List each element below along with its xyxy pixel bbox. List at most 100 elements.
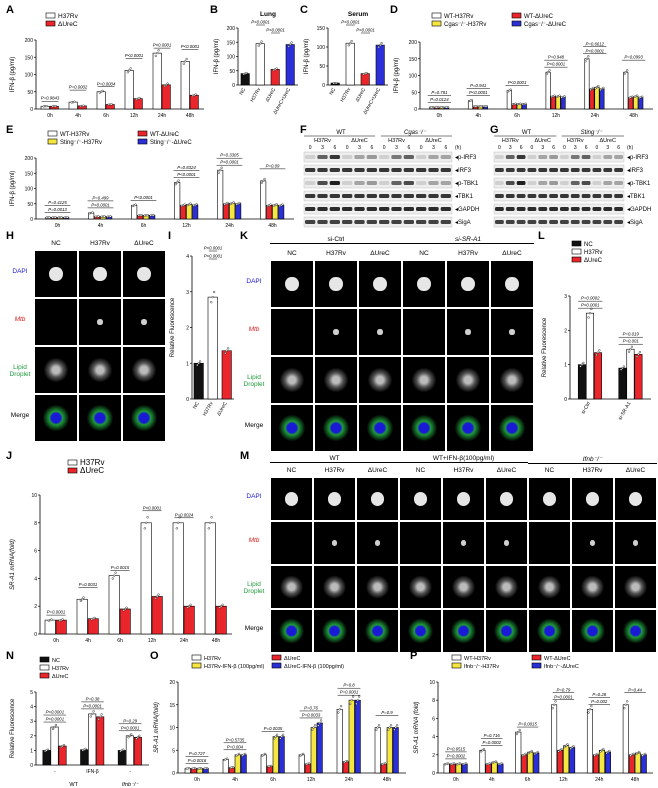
bar-si-SR-A1-NC (618, 367, 627, 400)
p-value-label: P=0.0004 (97, 81, 116, 86)
blot-time-label: 6 (333, 145, 336, 151)
data-point (130, 733, 133, 736)
bar-4h-ΔUreC (87, 618, 99, 635)
blot-band (495, 220, 504, 224)
micro-image-merge (403, 405, 445, 451)
micro-signal (280, 367, 304, 393)
y-tick-label: 4 (186, 254, 189, 260)
legend-swatch (67, 459, 78, 466)
x-tick-label: H37Rv (249, 87, 262, 104)
bar-6h-WT-H37Rv (506, 90, 512, 110)
data-point (210, 516, 213, 519)
data-point (311, 728, 314, 731)
blot-band (317, 181, 328, 185)
micro-image-lipid-droplet (486, 566, 527, 608)
blot-group-label: WT (522, 130, 532, 136)
micro-image-lipid-droplet (400, 566, 441, 608)
blot-band (614, 155, 623, 159)
bar-6h-H37Rv (108, 575, 120, 635)
bar-24h-Sting⁻/⁻-H37Rv (229, 202, 236, 220)
p-value-label: P=0.716 (484, 733, 501, 738)
bar-6h-Ifnb⁻/⁻-H37Rv (527, 751, 534, 774)
legend-swatch (45, 12, 56, 19)
data-point (517, 730, 520, 734)
blot-time-label: 0 (498, 145, 501, 151)
bar-48h-WT-H37Rv (623, 71, 629, 110)
blot-time-label: 6 (552, 145, 555, 151)
data-point (356, 699, 359, 702)
data-point (99, 715, 102, 718)
y-tick-label: 2 (34, 604, 37, 610)
x-tick-label: - (54, 769, 56, 775)
bar-48h-H37Rv-IFN-β (100pg/ml) (386, 727, 393, 774)
micro-group-label: si-Ctrl (270, 236, 402, 244)
x-tick-label: si-Ctrl (580, 401, 592, 415)
blot-band (440, 181, 451, 185)
micro-signal (499, 414, 525, 442)
micro-image-dapi (79, 251, 121, 297)
p-value-label: P=0.09 (266, 163, 280, 168)
bar-H37Rv-value (207, 296, 218, 400)
blot-band (403, 207, 414, 211)
data-point (518, 728, 521, 732)
x-tick-label: 24h (158, 113, 167, 119)
data-point (596, 351, 600, 354)
data-point (626, 69, 629, 72)
data-point (226, 201, 229, 205)
legend-label: ΔUreC (80, 466, 104, 475)
data-point (623, 707, 626, 710)
x-tick-label: 48h (186, 113, 195, 119)
micro-signal (132, 357, 156, 383)
legend-label: Cgas⁻/⁻-ΔUreC (524, 22, 567, 28)
micro-row-label: DAPI (246, 278, 262, 285)
blot-band-label: ◂GAPDH (627, 207, 651, 213)
x-tick-label: 24h (180, 638, 189, 644)
blot-band (403, 220, 414, 224)
blot-band-label: ◂TBK1 (455, 194, 474, 200)
micro-column-label: H37Rv (90, 240, 110, 247)
chart-title: Lung (260, 11, 276, 18)
y-tick-label: 50 (27, 90, 33, 96)
blot-band (428, 194, 439, 198)
blot-band (305, 220, 316, 224)
data-point (186, 606, 189, 609)
bar-12h-Sting⁻/⁻-ΔUreC (192, 204, 199, 220)
data-point (350, 40, 353, 43)
data-point (219, 169, 222, 172)
blot-band (329, 168, 340, 172)
data-point (446, 762, 450, 765)
data-point (587, 711, 590, 714)
x-tick-label: H37Rv (339, 87, 352, 104)
p-value-label: P<0.0001 (508, 80, 527, 85)
data-point (622, 365, 625, 368)
y-tick-label: 0 (30, 763, 33, 769)
data-point (358, 695, 361, 698)
data-point (275, 733, 279, 736)
y-tick-label: 150 (317, 26, 326, 32)
micro-image-lipid-droplet (403, 357, 445, 403)
blot-time-label: 3 (395, 145, 398, 151)
micro-row-label: Merge (244, 625, 264, 632)
legend-label: Ifnb⁻/⁻-H37Rv (464, 664, 499, 670)
data-point (585, 57, 589, 60)
y-tick-label: 100 (227, 55, 236, 61)
micro-column-label: ΔUreC (625, 467, 646, 474)
blot-band (403, 194, 414, 198)
data-point (524, 752, 527, 755)
bar-48h-H37Rv (204, 522, 216, 635)
y-tick-label: 1 (186, 361, 189, 367)
blot-band (317, 155, 328, 159)
bar-12h-WT-ΔUreC (180, 204, 187, 220)
x-tick-label: 4h (489, 777, 495, 783)
micro-column-label: NC (287, 250, 297, 257)
bar-12h-H37Rv (140, 522, 152, 635)
micro-image-dapi (486, 478, 527, 520)
y-axis-label: IFN-β (pg/ml) (394, 58, 400, 93)
blot-strain-label: ΔUreC (351, 138, 368, 144)
bar-24h-ΔUreC-IFN-β (100pg/ml) (354, 699, 361, 774)
bar-H37Rv-value (255, 43, 265, 86)
bar-IFN-β-H37Rv (88, 713, 97, 766)
data-point (91, 211, 94, 214)
data-point (563, 745, 566, 749)
data-point (599, 88, 602, 92)
